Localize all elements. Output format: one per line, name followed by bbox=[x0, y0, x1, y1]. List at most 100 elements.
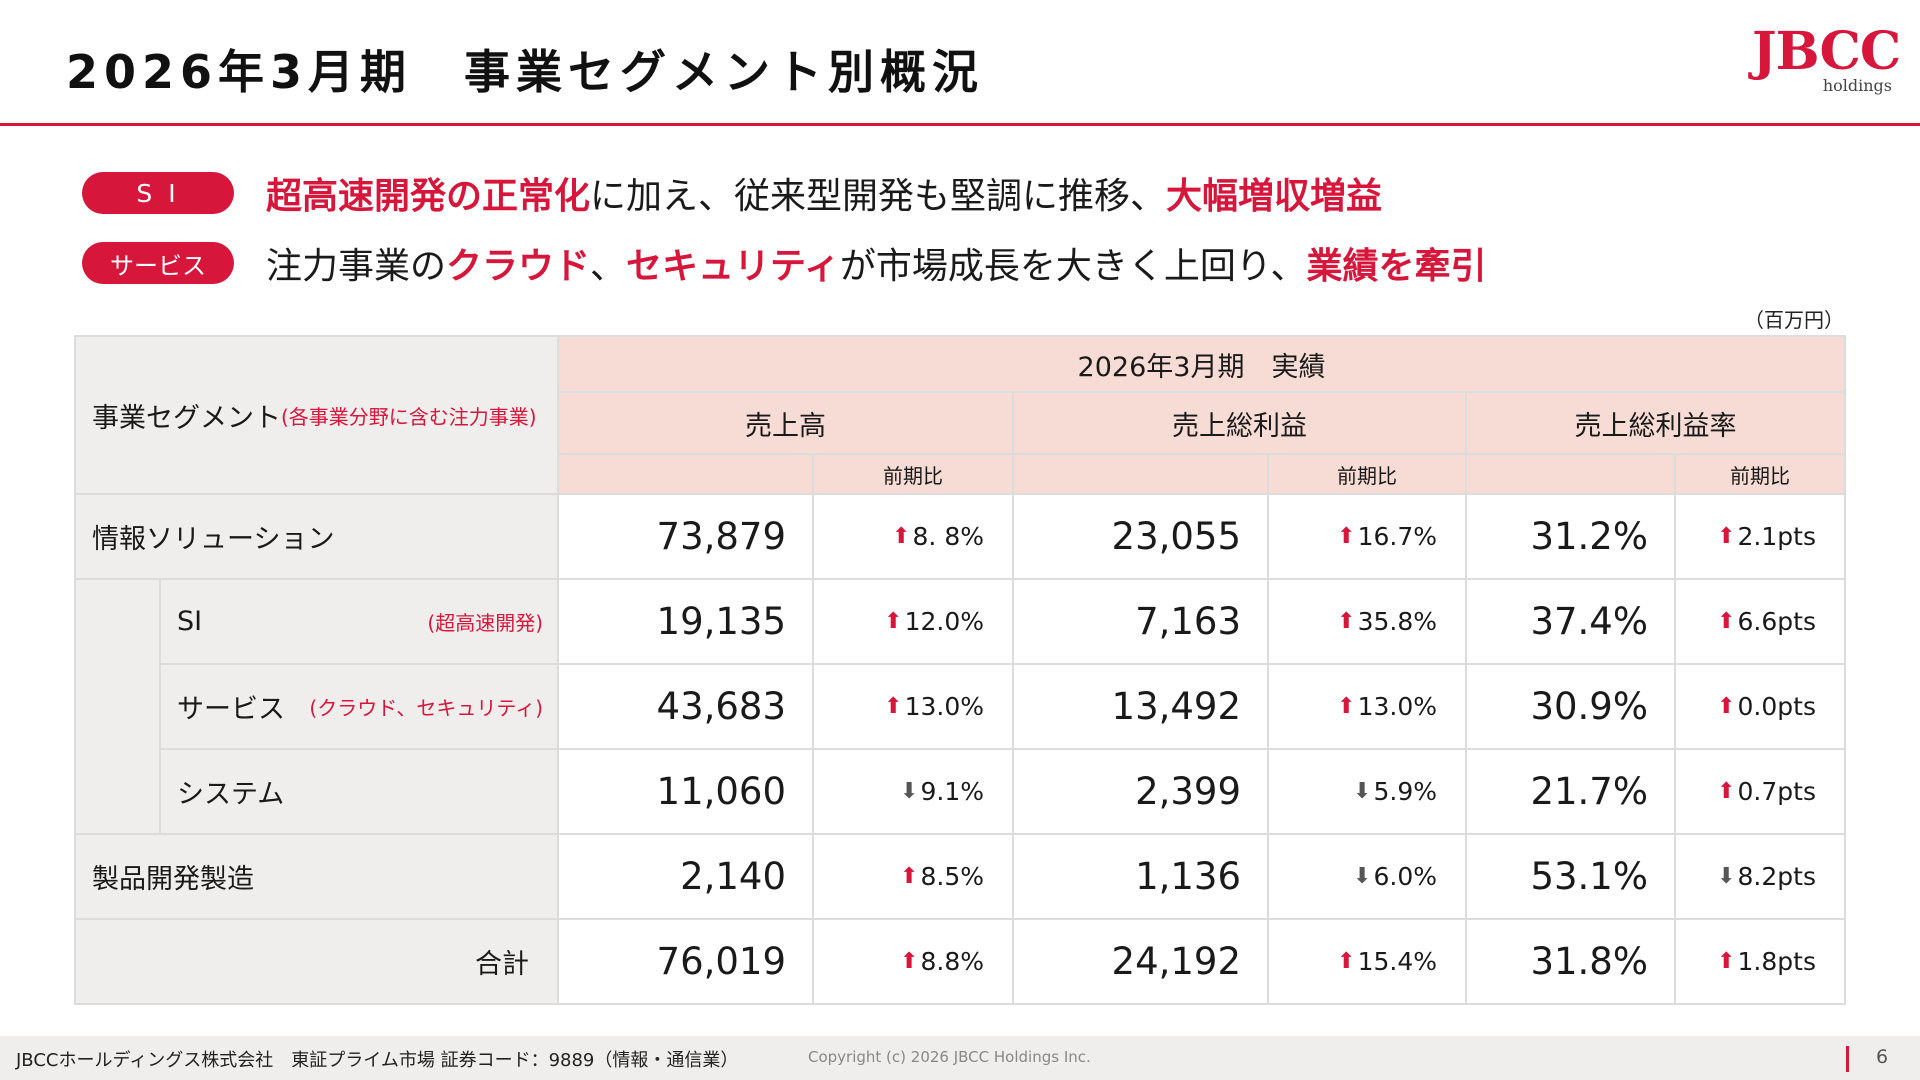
segment-header: 事業セグメント (各事業分野に含む注力事業) bbox=[74, 335, 559, 495]
table-cell: ⬆ 8.5% bbox=[812, 833, 1014, 920]
arrow-down-icon: ⬇ bbox=[1717, 864, 1736, 889]
cell-value: 2.1pts bbox=[1737, 522, 1816, 551]
logo-text: JBCC bbox=[1752, 21, 1901, 82]
table-cell: ⬆ 1.8pts bbox=[1674, 918, 1846, 1005]
table-cell: 7,163 bbox=[1012, 578, 1269, 665]
col-header-gross-profit: 売上総利益 bbox=[1012, 391, 1467, 455]
arrow-up-icon: ⬆ bbox=[1337, 694, 1356, 719]
table-cell: ⬆ 0.7pts bbox=[1674, 748, 1846, 835]
col-header-revenue: 売上高 bbox=[557, 391, 1014, 455]
page-title: 2026年3月期 事業セグメント別概況 bbox=[66, 45, 985, 99]
headline-service-text: 注力事業のクラウド、セキュリティが市場成長を大きく上回り、業績を牽引 bbox=[266, 237, 1486, 289]
row-label-text: SI bbox=[177, 606, 203, 637]
headline-part: 、 bbox=[590, 246, 627, 287]
row-label-sub: (超高速開発) bbox=[427, 611, 543, 635]
table-cell: ⬇ 6.0% bbox=[1267, 833, 1467, 920]
table-cell: 30.9% bbox=[1465, 663, 1676, 750]
cell-value: 5.9% bbox=[1373, 777, 1437, 806]
cell-value: 24,192 bbox=[1111, 940, 1241, 983]
table-cell: 76,019 bbox=[557, 918, 814, 1005]
cell-value: 76,019 bbox=[656, 940, 786, 983]
cell-value: 11,060 bbox=[656, 770, 786, 813]
cell-value: 0.7pts bbox=[1737, 777, 1816, 806]
cell-value: 30.9% bbox=[1530, 685, 1648, 728]
table-cell: ⬆ 15.4% bbox=[1267, 918, 1467, 1005]
table-cell: 23,055 bbox=[1012, 493, 1269, 580]
table-cell: ⬆ 0.0pts bbox=[1674, 663, 1846, 750]
headline-si-text: 超高速開発の正常化に加え、従来型開発も堅調に推移、大幅増収増益 bbox=[266, 167, 1382, 219]
headline-part: セキュリティ bbox=[626, 246, 840, 287]
cell-value: 53.1% bbox=[1530, 855, 1648, 898]
table-cell: 31.2% bbox=[1465, 493, 1676, 580]
segment-header-text: 事業セグメント bbox=[92, 402, 281, 434]
footer-company: JBCCホールディングス株式会社 東証プライム市場 証券コード：9889（情報・… bbox=[16, 1050, 739, 1071]
arrow-up-icon: ⬆ bbox=[1337, 609, 1356, 634]
footer-copyright: Copyright (c) 2026 JBCC Holdings Inc. bbox=[808, 1048, 1091, 1066]
cell-value: 2,140 bbox=[680, 855, 786, 898]
footer: JBCCホールディングス株式会社 東証プライム市場 証券コード：9889（情報・… bbox=[0, 1036, 1920, 1080]
table-cell: ⬆ 16.7% bbox=[1267, 493, 1467, 580]
header-spacer bbox=[557, 453, 814, 495]
row-label-product: 製品開発製造 bbox=[74, 833, 559, 920]
headline-part: 注力事業の bbox=[266, 246, 447, 287]
row-label-text: 製品開発製造 bbox=[92, 864, 254, 895]
table-cell: 11,060 bbox=[557, 748, 814, 835]
cell-value: 0.0pts bbox=[1737, 692, 1816, 721]
cell-value: 1,136 bbox=[1135, 855, 1241, 898]
table-cell: 31.8% bbox=[1465, 918, 1676, 1005]
headline-part: に加え、従来型開発も堅調に推移、 bbox=[590, 176, 1167, 217]
page-number: 6 bbox=[1876, 1046, 1889, 1068]
arrow-up-icon: ⬆ bbox=[1717, 609, 1736, 634]
table-cell: 19,135 bbox=[557, 578, 814, 665]
headline-part: 超高速開発の正常化 bbox=[266, 176, 591, 217]
cell-value: 6.0% bbox=[1373, 862, 1437, 891]
cell-value: 31.8% bbox=[1530, 940, 1648, 983]
header-spacer bbox=[1465, 453, 1676, 495]
table-cell: 21.7% bbox=[1465, 748, 1676, 835]
cell-value: 12.0% bbox=[904, 607, 984, 636]
col-header-gp-yoy: 前期比 bbox=[1267, 453, 1467, 495]
table-cell: 1,136 bbox=[1012, 833, 1269, 920]
cell-value: 16.7% bbox=[1357, 522, 1437, 551]
headline-part: 業績を牽引 bbox=[1306, 246, 1487, 287]
cell-value: 73,879 bbox=[656, 515, 786, 558]
arrow-up-icon: ⬆ bbox=[1717, 949, 1736, 974]
row-label-info-solution: 情報ソリューション bbox=[74, 493, 559, 580]
table-cell: 13,492 bbox=[1012, 663, 1269, 750]
table-cell: 73,879 bbox=[557, 493, 814, 580]
header-spacer bbox=[1012, 453, 1269, 495]
col-header-margin: 売上総利益率 bbox=[1465, 391, 1846, 455]
arrow-down-icon: ⬇ bbox=[1353, 864, 1372, 889]
table-cell: ⬆ 13.0% bbox=[1267, 663, 1467, 750]
footer-accent-bar bbox=[1846, 1046, 1849, 1072]
col-header-revenue-yoy: 前期比 bbox=[812, 453, 1014, 495]
arrow-up-icon: ⬆ bbox=[892, 524, 911, 549]
row-label-total: 合計 bbox=[74, 918, 559, 1005]
cell-value: 8.2pts bbox=[1737, 862, 1816, 891]
cell-value: 7,163 bbox=[1135, 600, 1241, 643]
cell-value: 13,492 bbox=[1111, 685, 1241, 728]
row-label-text: 合計 bbox=[475, 949, 529, 980]
cell-value: 31.2% bbox=[1530, 515, 1648, 558]
badge-service: サービス bbox=[82, 242, 234, 284]
arrow-up-icon: ⬆ bbox=[1717, 779, 1736, 804]
cell-value: 2,399 bbox=[1135, 770, 1241, 813]
arrow-up-icon: ⬆ bbox=[884, 694, 903, 719]
row-label-text: システム bbox=[177, 779, 285, 810]
table-cell: ⬆ 8.8% bbox=[812, 918, 1014, 1005]
badge-si: S I bbox=[82, 172, 234, 214]
cell-value: 8.8% bbox=[920, 947, 984, 976]
cell-value: 13.0% bbox=[1357, 692, 1437, 721]
row-label-si: SI (超高速開発) bbox=[159, 578, 559, 665]
cell-value: 23,055 bbox=[1111, 515, 1241, 558]
row-label-text: サービス bbox=[177, 694, 285, 725]
table-cell: 2,399 bbox=[1012, 748, 1269, 835]
arrow-down-icon: ⬇ bbox=[900, 779, 919, 804]
cell-value: 8. 8% bbox=[912, 522, 984, 551]
logo-subtext: holdings bbox=[1822, 76, 1892, 95]
headline-part: 大幅増収増益 bbox=[1166, 176, 1383, 217]
table-cell: 53.1% bbox=[1465, 833, 1676, 920]
arrow-up-icon: ⬆ bbox=[1717, 524, 1736, 549]
cell-value: 8.5% bbox=[920, 862, 984, 891]
table-cell: ⬆ 13.0% bbox=[812, 663, 1014, 750]
